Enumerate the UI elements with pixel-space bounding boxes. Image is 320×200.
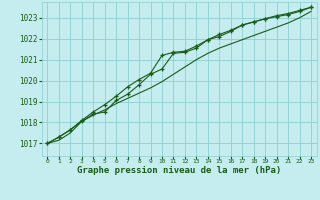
X-axis label: Graphe pression niveau de la mer (hPa): Graphe pression niveau de la mer (hPa) <box>77 166 281 175</box>
